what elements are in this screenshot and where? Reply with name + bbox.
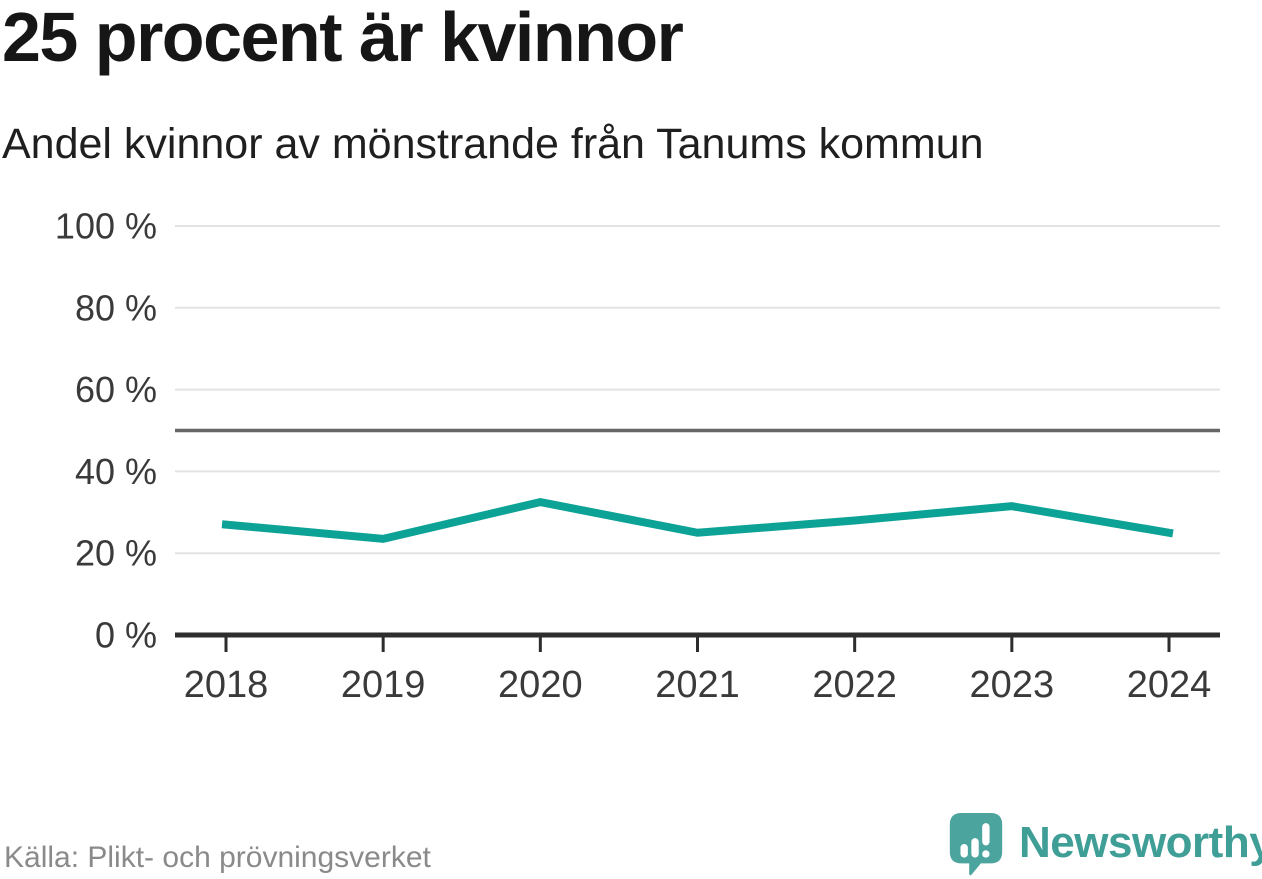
x-axis-tick-label: 2018 [184, 664, 269, 706]
newsworthy-logo: Newsworthy [947, 812, 1262, 876]
x-axis-tick-label: 2022 [812, 664, 897, 706]
y-axis-tick-label: 40 % [75, 451, 157, 492]
chart-title: 25 procent är kvinnor [2, 0, 684, 76]
y-axis-tick-label: 80 % [75, 287, 157, 328]
line-chart: 0 % 20 % 40 % 60 % 80 % 100 % 2018 2019 2020 2021… [55, 206, 1220, 706]
x-axis-tick-label: 2020 [498, 664, 583, 706]
newsworthy-wordmark: Newsworthy [1019, 818, 1262, 867]
y-axis-tick-label: 100 % [55, 206, 157, 247]
x-axis-tick-label: 2024 [1127, 664, 1212, 706]
chart-subtitle: Andel kvinnor av mönstrande från Tanums … [2, 120, 984, 168]
source-note: Källa: Plikt- och prövningsverket [4, 841, 431, 874]
x-axis-tick-label: 2019 [341, 664, 426, 706]
x-axis-tick-label: 2021 [655, 664, 740, 706]
data-line-andel-kvinnor-av-m-nstrande [221, 497, 1174, 543]
x-axis-tick-label: 2023 [970, 664, 1055, 706]
y-axis-tick-label: 60 % [75, 369, 157, 410]
y-axis-tick-label: 0 % [95, 615, 157, 656]
newsworthy-speech-bubble-icon [949, 812, 1003, 876]
y-axis-tick-label: 20 % [75, 533, 157, 574]
